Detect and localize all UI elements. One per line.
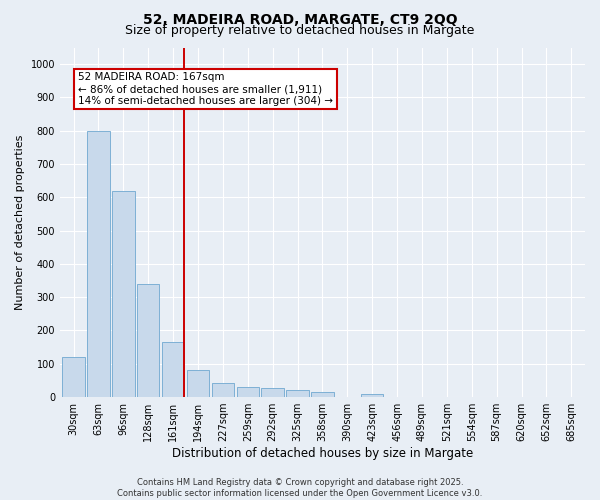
Text: Size of property relative to detached houses in Margate: Size of property relative to detached ho… <box>125 24 475 37</box>
X-axis label: Distribution of detached houses by size in Margate: Distribution of detached houses by size … <box>172 447 473 460</box>
Bar <box>187 370 209 397</box>
Bar <box>286 390 309 397</box>
Text: 52 MADEIRA ROAD: 167sqm
← 86% of detached houses are smaller (1,911)
14% of semi: 52 MADEIRA ROAD: 167sqm ← 86% of detache… <box>78 72 333 106</box>
Bar <box>112 190 134 397</box>
Bar <box>212 383 234 397</box>
Bar <box>311 392 334 397</box>
Y-axis label: Number of detached properties: Number of detached properties <box>15 134 25 310</box>
Bar <box>162 342 184 397</box>
Text: Contains HM Land Registry data © Crown copyright and database right 2025.
Contai: Contains HM Land Registry data © Crown c… <box>118 478 482 498</box>
Bar <box>62 357 85 397</box>
Bar <box>361 394 383 397</box>
Text: 52, MADEIRA ROAD, MARGATE, CT9 2QQ: 52, MADEIRA ROAD, MARGATE, CT9 2QQ <box>143 12 457 26</box>
Bar <box>87 130 110 397</box>
Bar <box>236 387 259 397</box>
Bar <box>262 388 284 397</box>
Bar <box>137 284 160 397</box>
